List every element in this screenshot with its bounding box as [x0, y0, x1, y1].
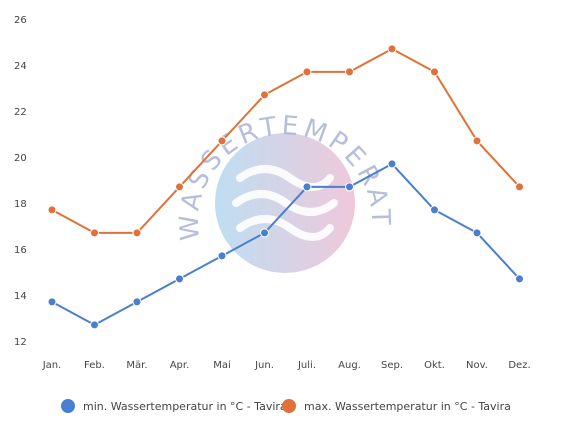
watermark-waves-icon — [232, 165, 338, 241]
data-point — [345, 67, 354, 77]
series-line — [51, 47, 521, 234]
x-tick-label: Nov. — [466, 360, 488, 371]
data-point — [302, 67, 312, 77]
legend-label: max. Wassertemperatur in °C - Tavira — [304, 400, 511, 413]
data-point — [430, 67, 439, 77]
x-tick-label: Okt. — [424, 360, 445, 371]
y-tick-label: 18 — [14, 199, 27, 210]
y-tick-label: 16 — [14, 245, 27, 256]
data-point — [260, 228, 269, 238]
x-tick-label: Mai — [213, 360, 231, 371]
data-point — [430, 205, 439, 215]
x-axis-ticks: Jan. Feb. Mär. Apr. Mai Jun. Juli. Aug. Sep. Okt.… — [42, 360, 531, 371]
data-point — [472, 136, 482, 146]
legend-item[interactable]: max. Wassertemperatur in °C - Tavira — [282, 399, 511, 413]
legend-label: min. Wassertemperatur in °C - Tavira — [83, 400, 287, 413]
legend-marker — [61, 399, 75, 413]
series-line — [51, 162, 521, 326]
data-point — [132, 228, 142, 238]
data-point — [515, 182, 524, 192]
y-tick-label: 14 — [14, 291, 27, 302]
x-tick-label: Feb. — [84, 360, 105, 371]
data-point — [387, 44, 397, 54]
data-point — [47, 205, 57, 215]
legend-marker — [282, 399, 296, 413]
x-tick-label: Jun. — [254, 360, 274, 371]
data-point — [47, 297, 57, 307]
y-axis-ticks: 12 14 16 18 20 22 24 26 — [14, 15, 27, 348]
data-point — [387, 159, 397, 169]
data-point — [260, 90, 269, 100]
x-tick-label: Dez. — [508, 360, 530, 371]
y-tick-label: 22 — [14, 107, 27, 118]
data-point — [175, 274, 184, 284]
y-tick-label: 26 — [14, 15, 27, 26]
x-tick-label: Mär. — [126, 360, 147, 371]
x-tick-label: Apr. — [170, 360, 190, 371]
data-point — [515, 274, 524, 284]
x-tick-label: Jan. — [42, 360, 62, 371]
data-point — [472, 228, 482, 238]
data-point — [90, 228, 99, 238]
series-min — [47, 159, 524, 330]
x-tick-label: Aug. — [338, 360, 361, 371]
y-tick-label: 20 — [14, 153, 27, 164]
data-point — [175, 182, 184, 192]
data-point — [217, 136, 227, 146]
data-point — [217, 251, 227, 261]
data-point — [345, 182, 354, 192]
data-point — [302, 182, 312, 192]
watermark: WASSERTEMPERATUR.ORG — [0, 0, 391, 273]
series-layer — [47, 44, 524, 330]
legend-item[interactable]: min. Wassertemperatur in °C - Tavira — [61, 399, 287, 413]
x-tick-label: Sep. — [381, 360, 403, 371]
data-point — [132, 297, 142, 307]
y-tick-label: 24 — [14, 61, 27, 72]
legend: min. Wassertemperatur in °C - Tavira max.… — [61, 399, 511, 413]
y-tick-label: 12 — [14, 337, 27, 348]
data-point — [90, 320, 99, 330]
x-tick-label: Juli. — [297, 360, 316, 371]
series-max — [47, 44, 524, 238]
